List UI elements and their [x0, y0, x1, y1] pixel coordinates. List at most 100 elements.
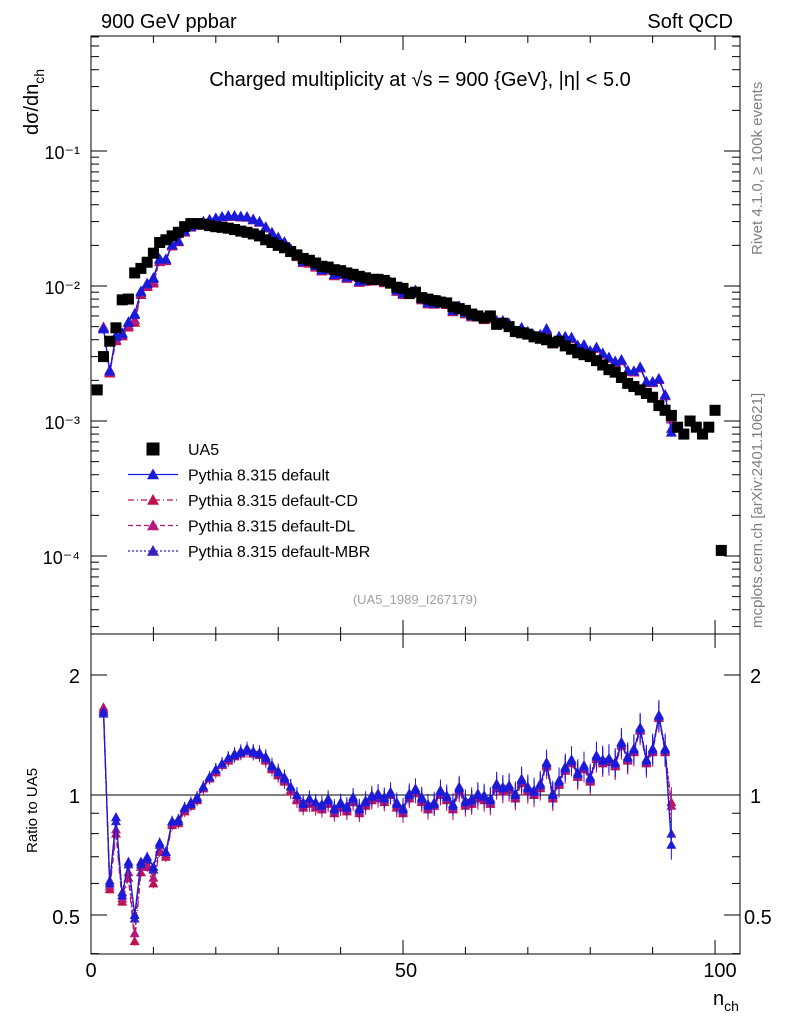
ratio-line-pythia-8-315-default-dl [102, 709, 673, 934]
ratio-point-pythia-8-315-default [479, 791, 490, 801]
ua5-data-point [447, 301, 459, 313]
ua5-data-point [360, 272, 372, 284]
main-point-pythia-8-315-default [160, 253, 172, 264]
side-source-note: mcplots.cern.ch [arXiv:2401.10621] [749, 393, 766, 628]
ratio-point-pythia-8-315-default-cd [135, 867, 146, 877]
ratio-point-pythia-8-315-default [429, 798, 440, 808]
ratio-point-pythia-8-315-default-dl [129, 928, 140, 938]
ratio-point-pythia-8-315-default [622, 752, 633, 762]
ratio-point-pythia-8-315-default [647, 744, 658, 754]
ua5-data-point [372, 273, 384, 285]
ua5-data-point [541, 334, 553, 346]
ua5-data-point [253, 230, 265, 242]
ratio-ytick-label-2-right: 2 [750, 666, 761, 688]
xtick-label-0: 0 [85, 960, 96, 982]
ratio-point-pythia-8-315-default [641, 755, 652, 765]
legend-marker-3 [147, 519, 159, 531]
main-point-pythia-8-315-default [260, 221, 272, 232]
main-ylabel: dσ/dnch [21, 69, 47, 135]
ratio-point-pythia-8-315-default [291, 790, 302, 799]
ua5-data-point [335, 265, 347, 277]
legend-label-3: Pythia 8.315 default-DL [188, 519, 355, 536]
ratio-point-pythia-8-315-default [535, 779, 546, 789]
ua5-data-point [191, 218, 203, 230]
ua5-data-point [229, 224, 241, 236]
ua5-data-point [553, 335, 565, 347]
main-point-pythia-8-315-default [141, 277, 153, 288]
main-axis-ticks [90, 36, 740, 634]
ua5-data-point [266, 237, 278, 249]
main-point-pythia-8-315-default [647, 376, 659, 387]
ratio-point-pythia-8-315-default [628, 744, 639, 754]
ratio-point-pythia-8-315-default [653, 710, 664, 720]
ratio-point-pythia-8-315-default [173, 816, 184, 826]
ratio-ytick-label-05-left: 0.5 [52, 907, 80, 929]
ratio-point-pythia-8-315-default [454, 783, 465, 793]
analysis-watermark: (UA5_1989_I267179) [353, 592, 477, 607]
ratio-point-pythia-8-315-default [379, 793, 390, 803]
ratio-point-pythia-8-315-default [447, 800, 458, 810]
main-point-pythia-8-315-default [253, 216, 265, 227]
ua5-data-layer [91, 218, 727, 556]
legend-marker-ua5 [146, 442, 160, 456]
xtick-label-100: 100 [703, 960, 736, 982]
ua5-data-point [441, 297, 453, 309]
ua5-data-point [572, 347, 584, 359]
ua5-data-point [353, 270, 365, 282]
ua5-data-point [615, 372, 627, 384]
ua5-data-point [260, 234, 272, 246]
xaxis-label: nch [713, 988, 739, 1014]
legend-marker-2 [147, 494, 159, 505]
ratio-point-pythia-8-315-default [192, 793, 203, 803]
ratio-point-pythia-8-315-default [466, 795, 477, 805]
ratio-point-pythia-8-315-default [198, 781, 209, 791]
main-line-pythia-8-315-default-mbr [102, 214, 673, 429]
xtick-label-50: 50 [395, 960, 417, 982]
ua5-data-point [385, 277, 397, 289]
legend-marker-4 [147, 545, 159, 556]
ratio-point-pythia-8-315-default [578, 761, 589, 771]
ua5-data-point [622, 377, 634, 389]
ratio-ytick-label-05-right: 0.5 [744, 907, 772, 929]
ua5-data-point [684, 415, 696, 427]
ratio-point-pythia-8-315-default [310, 797, 321, 807]
ua5-data-point [154, 237, 166, 249]
ratio-point-pythia-8-315-default [148, 861, 159, 871]
ratio-point-pythia-8-315-default [129, 910, 140, 919]
ratio-point-pythia-8-315-default [335, 798, 346, 808]
main-point-pythia-8-315-default [97, 322, 109, 333]
side-version-note: Rivet 4.1.0, ≥ 100k events [749, 82, 766, 255]
ratio-point-pythia-8-315-default [603, 754, 614, 764]
ua5-data-point [285, 246, 297, 258]
ratio-point-pythia-8-315-default [516, 775, 527, 785]
main-point-pythia-8-315-default [122, 316, 134, 327]
ua5-data-point [434, 296, 446, 308]
ua5-data-point [179, 221, 191, 233]
main-point-pythia-8-315-default [129, 308, 141, 318]
legend-marker-1 [147, 468, 159, 480]
ua5-data-point [428, 295, 440, 307]
ratio-point-pythia-8-315-default [398, 804, 409, 814]
ua5-data-point [147, 247, 159, 259]
ratio-point-pythia-8-315-default [391, 798, 402, 808]
ua5-data-point [584, 351, 596, 363]
ratio-point-pythia-8-315-default [441, 791, 452, 801]
ua5-data-point [690, 421, 702, 433]
ua5-data-point [216, 221, 228, 233]
ratio-point-pythia-8-315-default [160, 846, 171, 856]
ua5-data-point [322, 261, 334, 273]
main-point-pythia-8-315-default [247, 213, 259, 224]
ratio-point-pythia-8-315-default [385, 788, 396, 798]
ratio-point-pythia-8-315-default [360, 797, 371, 807]
ua5-data-point [678, 428, 690, 440]
ratio-ytick-label-1-left: 1 [69, 786, 80, 808]
ua5-data-point [141, 256, 153, 268]
main-line-pythia-8-315-default [102, 214, 673, 433]
ua5-data-point [416, 292, 428, 304]
legend-label-2: Pythia 8.315 default-CD [188, 493, 358, 510]
ua5-data-point [466, 308, 478, 320]
main-point-pythia-8-315-default [590, 342, 602, 352]
ratio-point-pythia-8-315-default [279, 773, 290, 783]
ratio-point-pythia-8-315-default [242, 744, 253, 754]
